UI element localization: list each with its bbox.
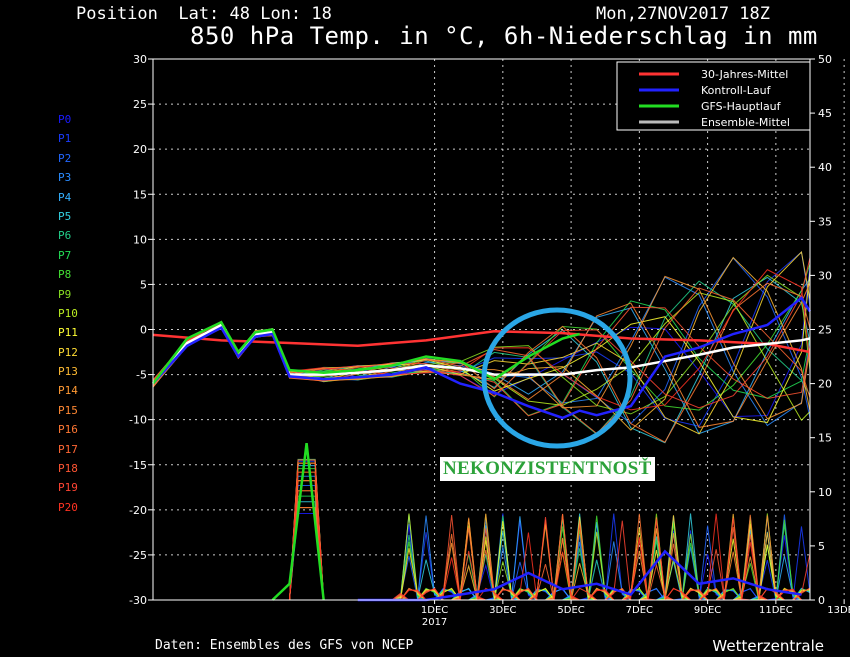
member-label: P3 bbox=[58, 171, 72, 185]
member-precip-line bbox=[272, 480, 810, 601]
y-right-tick-label: 50 bbox=[818, 53, 832, 66]
position-label: Position Lat: 48 Lon: 18 bbox=[76, 4, 332, 24]
ensemble-spaghetti bbox=[152, 250, 811, 601]
x-tick-label: 11DEC bbox=[759, 605, 793, 616]
series-line bbox=[152, 330, 811, 354]
y-left-tick-label: -20 bbox=[129, 504, 147, 517]
y-left-tick-label: 0 bbox=[140, 324, 147, 337]
legend-label: 30-Jahres-Mittel bbox=[701, 68, 788, 81]
x-tick-label: 7DEC bbox=[626, 605, 653, 616]
member-label: P16 bbox=[58, 423, 78, 437]
x-tick-label: 5DEC bbox=[557, 605, 584, 616]
member-temp-line bbox=[152, 276, 811, 444]
y-left-tick-label: 30 bbox=[133, 53, 147, 66]
chart-legend: 30-Jahres-Mittel Kontroll-Lauf GFS-Hauptla… bbox=[616, 61, 811, 131]
chart-title: 850 hPa Temp. in °C, 6h-Niederschlag in … bbox=[190, 22, 818, 50]
inconsistency-circle bbox=[481, 307, 633, 449]
y-left-tick-label: 25 bbox=[133, 98, 147, 111]
series-line bbox=[152, 320, 580, 385]
member-label: P11 bbox=[58, 326, 78, 340]
run-datetime: Mon,27NOV2017 18Z bbox=[596, 4, 770, 24]
legend-label: Kontroll-Lauf bbox=[701, 84, 772, 97]
member-label: P8 bbox=[58, 268, 72, 282]
x-tick-label: 1DEC bbox=[421, 605, 448, 616]
x-tick-label: 3DEC bbox=[489, 605, 516, 616]
member-label: P10 bbox=[58, 306, 78, 320]
precip-line bbox=[357, 549, 802, 602]
precip-line bbox=[271, 442, 325, 601]
member-label: P19 bbox=[58, 481, 78, 495]
y-left-tick-label: -10 bbox=[129, 414, 147, 427]
y-right-tick-label: 40 bbox=[818, 161, 832, 174]
y-right-tick-label: 35 bbox=[818, 215, 832, 228]
y-left-tick-label: 15 bbox=[133, 188, 147, 201]
member-label: P12 bbox=[58, 345, 78, 359]
y-left-tick-label: 10 bbox=[133, 233, 147, 246]
member-label: P17 bbox=[58, 442, 78, 456]
y-left-tick-label: 20 bbox=[133, 143, 147, 156]
member-label: P2 bbox=[58, 151, 72, 165]
y-right-tick-label: 45 bbox=[818, 107, 832, 120]
y-left-tick-label: -15 bbox=[129, 459, 147, 472]
x-tick-label: 13DEC bbox=[827, 605, 850, 616]
member-label: P13 bbox=[58, 365, 78, 379]
y-left-tick-label: 5 bbox=[140, 278, 147, 291]
brand-label: Wetterzentrale bbox=[712, 637, 824, 655]
member-label: P14 bbox=[58, 384, 78, 398]
y-right-tick-label: 5 bbox=[818, 540, 825, 553]
member-label: P6 bbox=[58, 229, 72, 243]
y-left-tick-label: -30 bbox=[129, 594, 147, 607]
data-source: Daten: Ensembles des GFS von NCEP bbox=[155, 638, 414, 653]
y-right-tick-label: 30 bbox=[818, 269, 832, 282]
member-label: P5 bbox=[58, 209, 72, 223]
legend-label: Ensemble-Mittel bbox=[701, 116, 790, 129]
legend-label: GFS-Hauptlauf bbox=[701, 100, 782, 113]
member-precip-line bbox=[272, 480, 811, 601]
series-line bbox=[152, 296, 812, 420]
member-label: P0 bbox=[58, 113, 72, 126]
member-label: P18 bbox=[58, 462, 78, 476]
y-right-tick-label: 25 bbox=[818, 324, 832, 337]
y-right-tick-label: 10 bbox=[818, 486, 832, 499]
chart-axes: -30 -25 -20 -15 -10 -5 0 5 10 15 20 25 30 0 5 10 15 20 25 3… bbox=[129, 53, 850, 628]
x-tick-label: 9DEC bbox=[694, 605, 721, 616]
chart-grid bbox=[153, 59, 845, 600]
y-right-tick-label: 15 bbox=[818, 432, 832, 445]
x-sub-label: 2017 bbox=[422, 617, 447, 628]
y-right-tick-label: 0 bbox=[818, 594, 825, 607]
member-label: P1 bbox=[58, 132, 72, 146]
member-precip-line bbox=[272, 485, 810, 601]
member-label: P7 bbox=[58, 248, 72, 262]
member-label: P15 bbox=[58, 403, 78, 417]
member-label: P9 bbox=[58, 287, 72, 301]
ensemble-member-list: P0 P1 P2 P3 P4 P5 P6 P7 P8 P9 P10 P11 P12 P13 P14 P15 P1… bbox=[58, 110, 78, 517]
series-line bbox=[152, 323, 811, 385]
member-label: P4 bbox=[58, 190, 72, 204]
chart-series bbox=[152, 296, 812, 602]
inconsistency-annotation: NEKONZISTENTNOSŤ bbox=[440, 457, 655, 481]
y-left-tick-label: -5 bbox=[136, 369, 147, 382]
y-left-tick-label: -25 bbox=[129, 549, 147, 562]
member-label: P20 bbox=[58, 500, 78, 514]
y-right-tick-label: 20 bbox=[818, 378, 832, 391]
